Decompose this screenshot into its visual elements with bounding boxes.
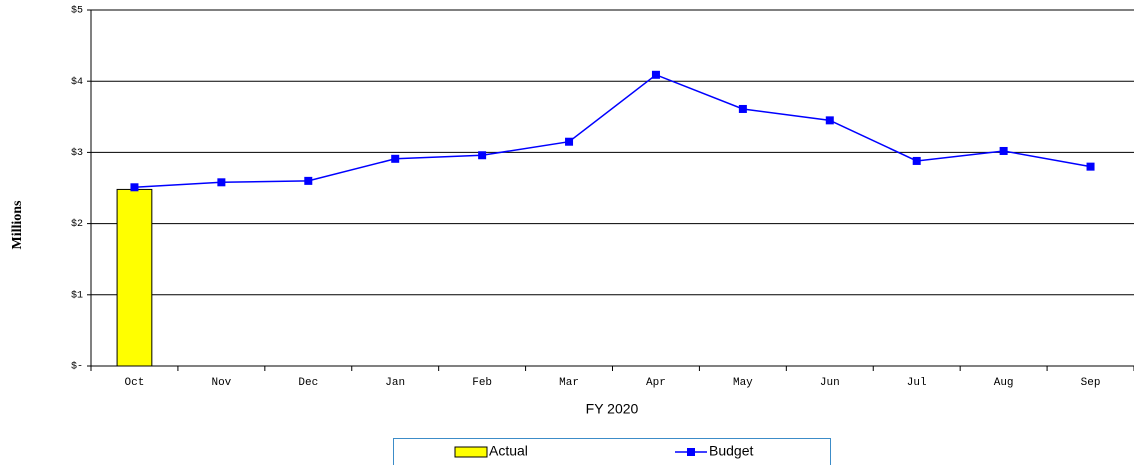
marker [565,137,574,146]
x-tick-label: Jun [820,377,840,389]
x-tick-label: Jul [907,377,927,389]
marker [912,156,921,165]
x-tick-label: Apr [646,377,666,389]
x-tick-label: Jan [385,377,405,389]
marker [391,154,400,163]
bar [116,188,153,367]
marker [999,146,1008,155]
x-tick-label: Sep [1081,377,1101,389]
y-tick-label: $4 [71,76,83,88]
legend-swatch [454,446,488,458]
line [134,73,1091,189]
x-tick-label: Mar [559,377,579,389]
y-tick-label: $5 [71,5,83,17]
x-tick-label: Aug [994,377,1014,389]
marker [130,183,139,192]
marker [651,70,660,79]
y-tick-label: $1 [71,289,83,301]
y-tick-label: $3 [71,147,83,159]
legend-label: Budget [709,443,753,459]
x-tick-label: Feb [472,377,492,389]
y-axis-label: Millions [10,200,25,250]
marker [1086,162,1095,171]
marker [738,104,747,113]
marker [304,176,313,185]
legend-box [393,438,831,465]
x-tick-label: Dec [298,377,318,389]
y-tick-label: $- [71,361,83,373]
marker [217,178,226,187]
x-axis-label: FY 2020 [586,401,639,417]
x-tick-label: Nov [211,377,231,389]
legend-swatch [687,448,695,456]
marker [825,116,834,125]
y-tick-label: $2 [71,218,83,230]
x-tick-label: May [733,377,753,389]
legend-label: Actual [489,443,528,459]
marker [478,151,487,160]
x-tick-label: Oct [125,377,145,389]
